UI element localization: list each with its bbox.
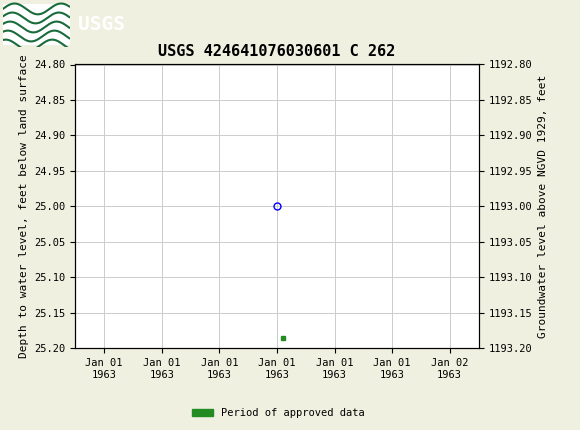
Y-axis label: Depth to water level, feet below land surface: Depth to water level, feet below land su… bbox=[19, 55, 29, 358]
Bar bbox=[3, 4, 70, 46]
Text: USGS: USGS bbox=[78, 15, 125, 34]
Y-axis label: Groundwater level above NGVD 1929, feet: Groundwater level above NGVD 1929, feet bbox=[538, 75, 548, 338]
Title: USGS 424641076030601 C 262: USGS 424641076030601 C 262 bbox=[158, 44, 396, 59]
Legend: Period of approved data: Period of approved data bbox=[188, 404, 369, 423]
